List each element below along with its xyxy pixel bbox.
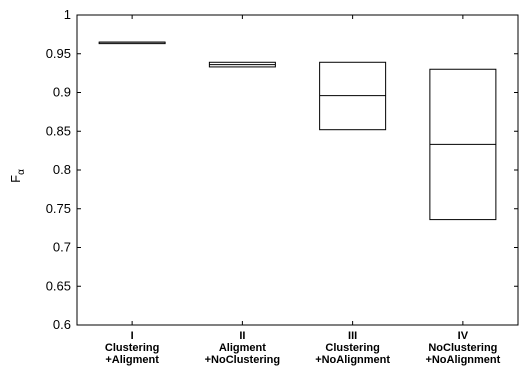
y-tick-label: 0.95 — [46, 46, 71, 61]
y-tick-label: 0.85 — [46, 123, 71, 138]
y-tick-label: 0.65 — [46, 278, 71, 293]
x-tick-label-line1: Clustering — [325, 342, 379, 354]
x-tick-label-line1: NoClustering — [428, 342, 497, 354]
y-axis-label: Fα — [8, 169, 27, 183]
y-tick-label: 1 — [64, 7, 71, 22]
x-tick-label-line2: +NoClustering — [205, 354, 280, 366]
plot-area: 0.60.650.70.750.80.850.90.951IClustering… — [46, 7, 519, 366]
y-tick-label: 0.75 — [46, 201, 71, 216]
y-tick-label: 0.7 — [53, 240, 71, 255]
x-tick-label-line1: Aligment — [219, 342, 266, 354]
y-tick-label: 0.9 — [53, 85, 71, 100]
x-tick-numeral: IV — [458, 330, 469, 342]
x-tick-numeral: II — [239, 330, 245, 342]
y-axis-label-subscript: α — [16, 169, 27, 175]
x-tick-label-line2: +NoAlignment — [315, 354, 390, 366]
x-tick-label-line2: +NoAlignment — [425, 354, 500, 366]
x-tick-numeral: III — [348, 330, 357, 342]
x-tick-label-line1: Clustering — [105, 342, 159, 354]
y-tick-label: 0.6 — [53, 317, 71, 332]
axes-frame — [76, 14, 519, 326]
y-axis-label-main: F — [8, 175, 23, 183]
x-tick-numeral: I — [131, 330, 134, 342]
y-tick-label: 0.8 — [53, 162, 71, 177]
x-tick-label-line2: +Aligment — [105, 354, 159, 366]
